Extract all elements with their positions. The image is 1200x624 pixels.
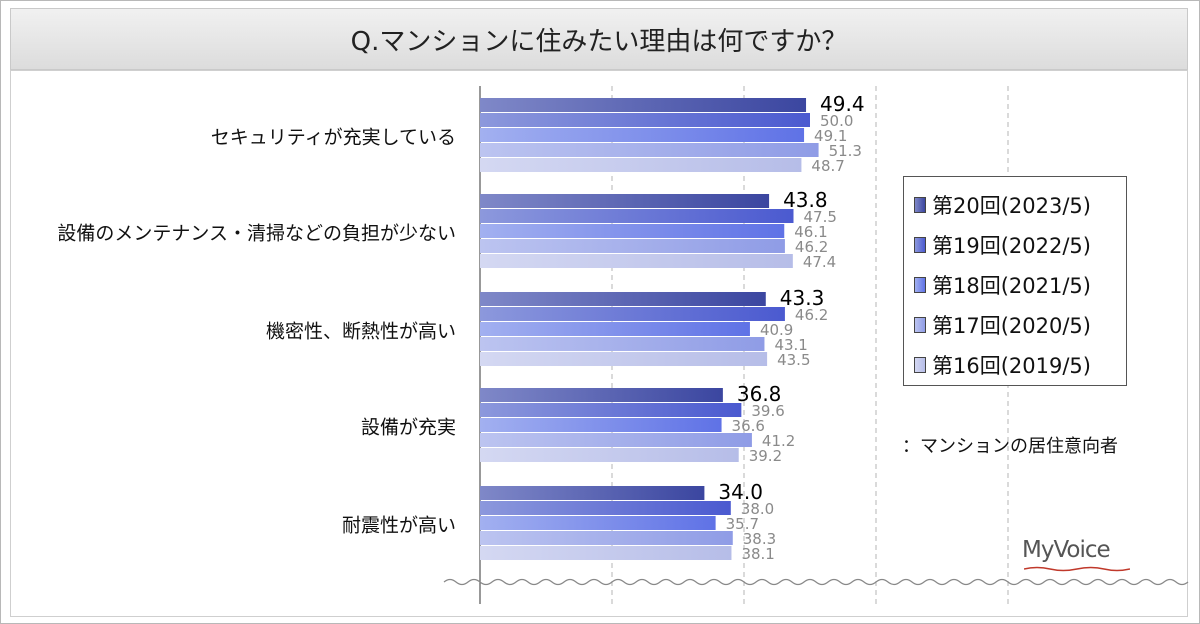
chart-title: Q.マンションに住みたい理由は何ですか？ bbox=[10, 8, 1188, 70]
category-label-4: 設備が充実 bbox=[361, 417, 456, 439]
bar-c5-s2 bbox=[480, 501, 731, 515]
value-label-c4-s1: 36.8 bbox=[737, 382, 782, 406]
value-label-c3-s3: 40.9 bbox=[760, 321, 793, 339]
value-label-c4-s5: 39.2 bbox=[749, 447, 782, 465]
value-label-c5-s3: 35.7 bbox=[726, 515, 759, 533]
value-label-c2-s2: 47.5 bbox=[804, 208, 837, 226]
legend-swatch-5 bbox=[914, 357, 926, 373]
legend: 第20回(2023/5) 第19回(2022/5) 第18回(2021/5) 第… bbox=[903, 176, 1127, 386]
bar-c3-s3 bbox=[480, 322, 750, 336]
value-label-c2-s5: 47.4 bbox=[803, 253, 836, 271]
legend-item-5: 第16回(2019/5) bbox=[914, 345, 1126, 385]
bar-c2-s5 bbox=[480, 254, 793, 268]
value-label-c5-s4: 38.3 bbox=[743, 530, 776, 548]
value-label-c4-s2: 39.6 bbox=[751, 402, 784, 420]
legend-label-3: 第18回(2021/5) bbox=[932, 274, 1091, 298]
bar-c4-s2 bbox=[480, 403, 742, 417]
bar-c1-s2 bbox=[480, 113, 810, 127]
bar-c3-s4 bbox=[480, 337, 765, 351]
bar-c5-s5 bbox=[480, 546, 732, 560]
legend-label-4: 第17回(2020/5) bbox=[932, 314, 1091, 338]
value-label-c5-s1: 34.0 bbox=[718, 480, 763, 504]
legend-label-5: 第16回(2019/5) bbox=[932, 354, 1091, 378]
legend-item-4: 第17回(2020/5) bbox=[914, 305, 1126, 345]
bar-c5-s4 bbox=[480, 531, 733, 545]
respondent-note: ：マンションの居住意向者 bbox=[902, 436, 1118, 457]
bar-c4-s5 bbox=[480, 448, 739, 462]
bar-c5-s3 bbox=[480, 516, 716, 530]
value-label-c3-s5: 43.5 bbox=[777, 351, 810, 369]
bar-c4-s3 bbox=[480, 418, 722, 432]
bar-c2-s4 bbox=[480, 239, 785, 253]
value-label-c1-s2: 50.0 bbox=[820, 112, 853, 130]
legend-swatch-3 bbox=[914, 277, 926, 293]
bar-c2-s3 bbox=[480, 224, 785, 238]
value-label-c3-s1: 43.3 bbox=[780, 286, 825, 310]
legend-item-1: 第20回(2023/5) bbox=[914, 185, 1126, 225]
value-label-c2-s1: 43.8 bbox=[783, 188, 828, 212]
bar-c3-s2 bbox=[480, 307, 785, 321]
category-label-1: セキュリティが充実している bbox=[211, 127, 456, 149]
axis-break-wave bbox=[443, 578, 1189, 586]
value-label-c5-s5: 38.1 bbox=[741, 545, 774, 563]
bar-c5-s1 bbox=[480, 486, 705, 500]
bar-c4-s1 bbox=[480, 388, 723, 402]
bar-c1-s4 bbox=[480, 143, 819, 157]
bar-c2-s1 bbox=[480, 194, 770, 208]
value-label-c3-s2: 46.2 bbox=[795, 306, 828, 324]
legend-swatch-1 bbox=[914, 197, 926, 213]
value-label-c4-s3: 36.6 bbox=[732, 417, 765, 435]
legend-item-3: 第18回(2021/5) bbox=[914, 265, 1126, 305]
value-label-c5-s2: 38.0 bbox=[741, 500, 774, 518]
bar-c4-s4 bbox=[480, 433, 752, 447]
value-label-c1-s3: 49.1 bbox=[814, 127, 847, 145]
value-label-c1-s1: 49.4 bbox=[820, 92, 865, 116]
value-label-c4-s4: 41.2 bbox=[762, 432, 795, 450]
value-label-c3-s4: 43.1 bbox=[774, 336, 807, 354]
logo-wave-icon bbox=[1024, 566, 1130, 572]
value-label-c1-s5: 48.7 bbox=[811, 157, 844, 175]
category-label-3: 機密性、断熱性が高い bbox=[266, 321, 456, 343]
legend-swatch-4 bbox=[914, 317, 926, 333]
bar-c1-s5 bbox=[480, 158, 802, 172]
value-label-c2-s4: 46.2 bbox=[795, 238, 828, 256]
category-label-5: 耐震性が高い bbox=[342, 515, 456, 537]
bar-c1-s1 bbox=[480, 98, 807, 112]
legend-label-2: 第19回(2022/5) bbox=[932, 234, 1091, 258]
bar-c3-s1 bbox=[480, 292, 766, 306]
legend-swatch-2 bbox=[914, 237, 926, 253]
bar-c1-s3 bbox=[480, 128, 805, 142]
legend-item-2: 第19回(2022/5) bbox=[914, 225, 1126, 265]
category-label-2: 設備のメンテナンス・清掃などの負担が少ない bbox=[57, 223, 456, 245]
legend-label-1: 第20回(2023/5) bbox=[932, 194, 1091, 218]
myvoice-logo: MyVoice bbox=[1022, 537, 1111, 563]
value-label-c1-s4: 51.3 bbox=[829, 142, 862, 160]
bar-c2-s2 bbox=[480, 209, 794, 223]
bar-c3-s5 bbox=[480, 352, 768, 366]
value-label-c2-s3: 46.1 bbox=[794, 223, 827, 241]
